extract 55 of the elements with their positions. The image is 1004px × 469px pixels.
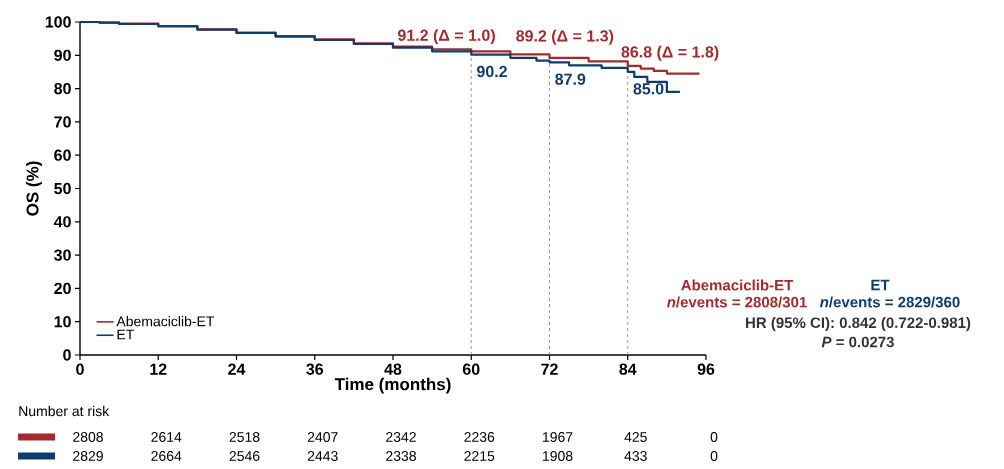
annotation: Abemaciclib-ET <box>681 279 794 291</box>
text: 2342 <box>386 432 416 442</box>
text: n/events = 2829/360 <box>820 296 960 308</box>
y-tick-label: 50 <box>54 182 71 195</box>
y-tick-label: 80 <box>54 82 71 95</box>
text: 2546 <box>229 451 260 461</box>
annotation: 86.8 (Δ = 1.8) <box>621 45 719 61</box>
text: ET <box>871 279 890 291</box>
annotation: 85.0 <box>633 83 664 95</box>
x-tick-label: 96 <box>697 363 715 375</box>
annotation: 90.2 <box>476 65 507 78</box>
text: 0 <box>710 432 718 442</box>
y-tick-label: 90 <box>54 49 71 61</box>
text: 2338 <box>386 451 416 461</box>
y-axis-title: OS (%) <box>26 161 42 216</box>
x-tick-label: 0 <box>76 363 84 375</box>
text: 2829 <box>73 451 103 461</box>
y-tick-label: 60 <box>54 149 71 161</box>
text: 2236 <box>464 432 495 442</box>
legend-label: ET <box>117 329 134 340</box>
y-tick-label: 70 <box>54 116 71 128</box>
text: 1967 <box>543 432 573 442</box>
text: 0 <box>710 451 718 461</box>
x-tick-label: 36 <box>306 363 324 375</box>
legend-label: Abemaciclib-ET <box>116 316 215 327</box>
annotation: n/events = 2808/301 <box>667 296 807 308</box>
text: 2808 <box>73 432 103 442</box>
text: P = 0.0273 <box>821 336 894 348</box>
text: 433 <box>624 451 647 461</box>
text: 2664 <box>151 451 182 461</box>
text: 2443 <box>307 451 338 461</box>
x-tick-label: 60 <box>462 363 480 375</box>
x-tick-label: 24 <box>228 363 246 375</box>
text: 2518 <box>229 432 260 442</box>
text: HR (95% CI): 0.842 (0.722-0.981) <box>746 317 971 331</box>
y-tick-label: 100 <box>45 16 71 28</box>
y-tick-label: 10 <box>54 316 71 328</box>
y-tick-label: 0 <box>63 349 71 361</box>
x-tick-label: 72 <box>541 363 558 375</box>
x-axis-title: Time (months) <box>334 377 451 394</box>
x-tick-label: 12 <box>150 363 167 375</box>
annotation: 91.2 (Δ = 1.0) <box>397 29 495 45</box>
text: 2215 <box>464 451 495 461</box>
annotation: 87.9 <box>555 73 586 85</box>
x-tick-label: 84 <box>619 363 637 375</box>
y-tick-label: 30 <box>54 249 71 261</box>
text: 425 <box>624 432 647 442</box>
text: 1908 <box>543 451 573 461</box>
annotation: 89.2 (Δ = 1.3) <box>516 29 614 45</box>
x-tick-label: 48 <box>384 363 402 375</box>
y-tick-label: 20 <box>54 282 71 295</box>
text: 2407 <box>307 432 338 442</box>
text: 2614 <box>151 432 182 442</box>
text: Number at risk <box>19 405 110 417</box>
y-tick-label: 40 <box>53 216 71 228</box>
